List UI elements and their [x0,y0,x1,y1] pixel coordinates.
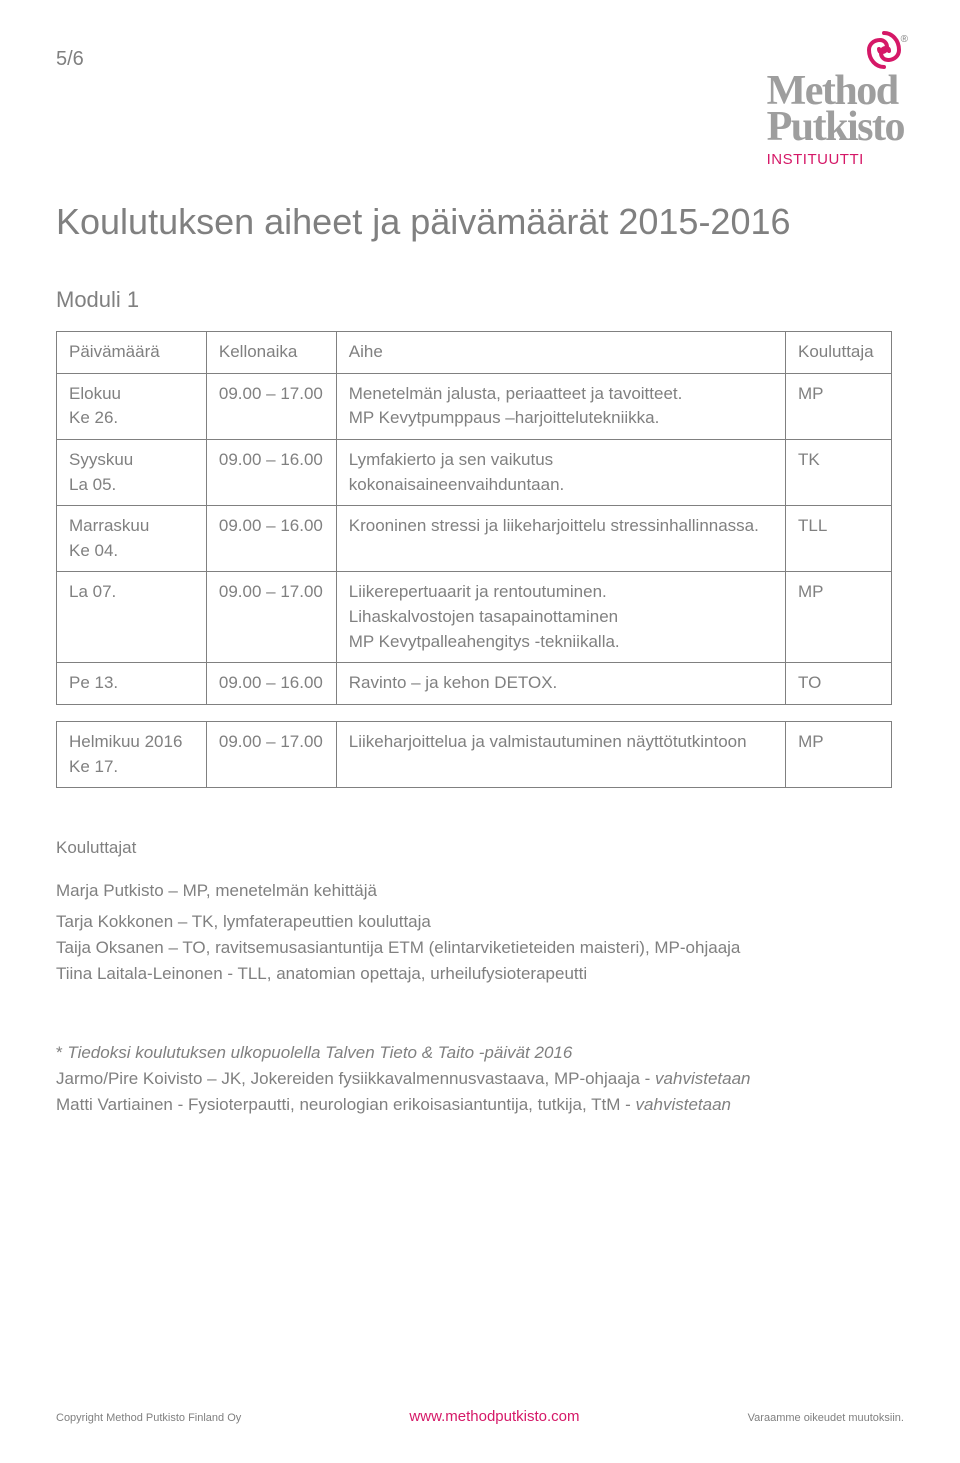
cell-time: 09.00 – 17.00 [206,722,336,788]
cell-date: Helmikuu 2016Ke 17. [57,722,207,788]
cell-time: 09.00 – 16.00 [206,506,336,572]
cell-trainer: TK [786,439,892,505]
trainer-line: Tarja Kokkonen – TK, lymfaterapeuttien k… [56,909,904,935]
cell-topic: Liikerepertuaarit ja rentoutuminen.Lihas… [336,572,785,663]
cell-trainer: TO [786,663,892,705]
cell-date: La 07. [57,572,207,663]
schedule-table-secondary: Helmikuu 2016Ke 17.09.00 – 17.00Liikehar… [56,721,892,788]
cell-time: 09.00 – 17.00 [206,572,336,663]
th-trainer: Kouluttaja [786,332,892,374]
cell-trainer: MP [786,373,892,439]
trainer-line: Marja Putkisto – MP, menetelmän kehittäj… [56,878,904,904]
th-time: Kellonaika [206,332,336,374]
footer-disclaimer: Varaamme oikeudet muutoksiin. [748,1412,904,1424]
cell-topic: Liikeharjoittelua ja valmistautuminen nä… [336,722,785,788]
page-footer: Copyright Method Putkisto Finland Oy www… [56,1408,904,1425]
cell-topic: Lymfakierto ja sen vaikutus kokonaisaine… [336,439,785,505]
module-heading: Moduli 1 [56,287,904,313]
brand-logo: ® Method Putkisto INSTITUUTTI [767,30,904,168]
cell-date: MarraskuuKe 04. [57,506,207,572]
cell-date: ElokuuKe 26. [57,373,207,439]
footnote-line-1: * Tiedoksi koulutuksen ulkopuolella Talv… [56,1040,904,1066]
cell-trainer: TLL [786,506,892,572]
footer-url: www.methodputkisto.com [409,1408,579,1425]
table-row: MarraskuuKe 04.09.00 – 16.00Krooninen st… [57,506,892,572]
trainer-line: Taija Oksanen – TO, ravitsemusasiantunti… [56,935,904,961]
cell-time: 09.00 – 16.00 [206,439,336,505]
th-topic: Aihe [336,332,785,374]
trainers-list: Marja Putkisto – MP, menetelmän kehittäj… [56,878,904,987]
table-row: Helmikuu 2016Ke 17.09.00 – 17.00Liikehar… [57,722,892,788]
table-row: Pe 13.09.00 – 16.00Ravinto – ja kehon DE… [57,663,892,705]
cell-time: 09.00 – 16.00 [206,663,336,705]
page-title: Koulutuksen aiheet ja päivämäärät 2015-2… [56,201,904,243]
footnote-line-2: Jarmo/Pire Koivisto – JK, Jokereiden fys… [56,1066,904,1092]
cell-time: 09.00 – 17.00 [206,373,336,439]
footnote-line-3: Matti Vartiainen - Fysioterpautti, neuro… [56,1092,904,1118]
cell-date: SyyskuuLa 05. [57,439,207,505]
brand-word-2: Putkisto [767,110,904,146]
schedule-table-main: Päivämäärä Kellonaika Aihe Kouluttaja El… [56,331,892,705]
trainer-line: Tiina Laitala-Leinonen - TLL, anatomian … [56,961,904,987]
cell-trainer: MP [786,722,892,788]
trainers-heading: Kouluttajat [56,838,904,858]
th-date: Päivämäärä [57,332,207,374]
footnote-block: * Tiedoksi koulutuksen ulkopuolella Talv… [56,1040,904,1119]
cell-trainer: MP [786,572,892,663]
cell-topic: Menetelmän jalusta, periaatteet ja tavoi… [336,373,785,439]
registered-mark: ® [901,34,908,45]
table-row: SyyskuuLa 05.09.00 – 16.00Lymfakierto ja… [57,439,892,505]
footer-copyright: Copyright Method Putkisto Finland Oy [56,1412,241,1424]
brand-subtitle: INSTITUUTTI [767,151,904,168]
logo-swirl-icon: ® [864,30,904,70]
cell-date: Pe 13. [57,663,207,705]
cell-topic: Krooninen stressi ja liikeharjoittelu st… [336,506,785,572]
table-row: ElokuuKe 26.09.00 – 17.00Menetelmän jalu… [57,373,892,439]
table-row: La 07.09.00 – 17.00Liikerepertuaarit ja … [57,572,892,663]
cell-topic: Ravinto – ja kehon DETOX. [336,663,785,705]
